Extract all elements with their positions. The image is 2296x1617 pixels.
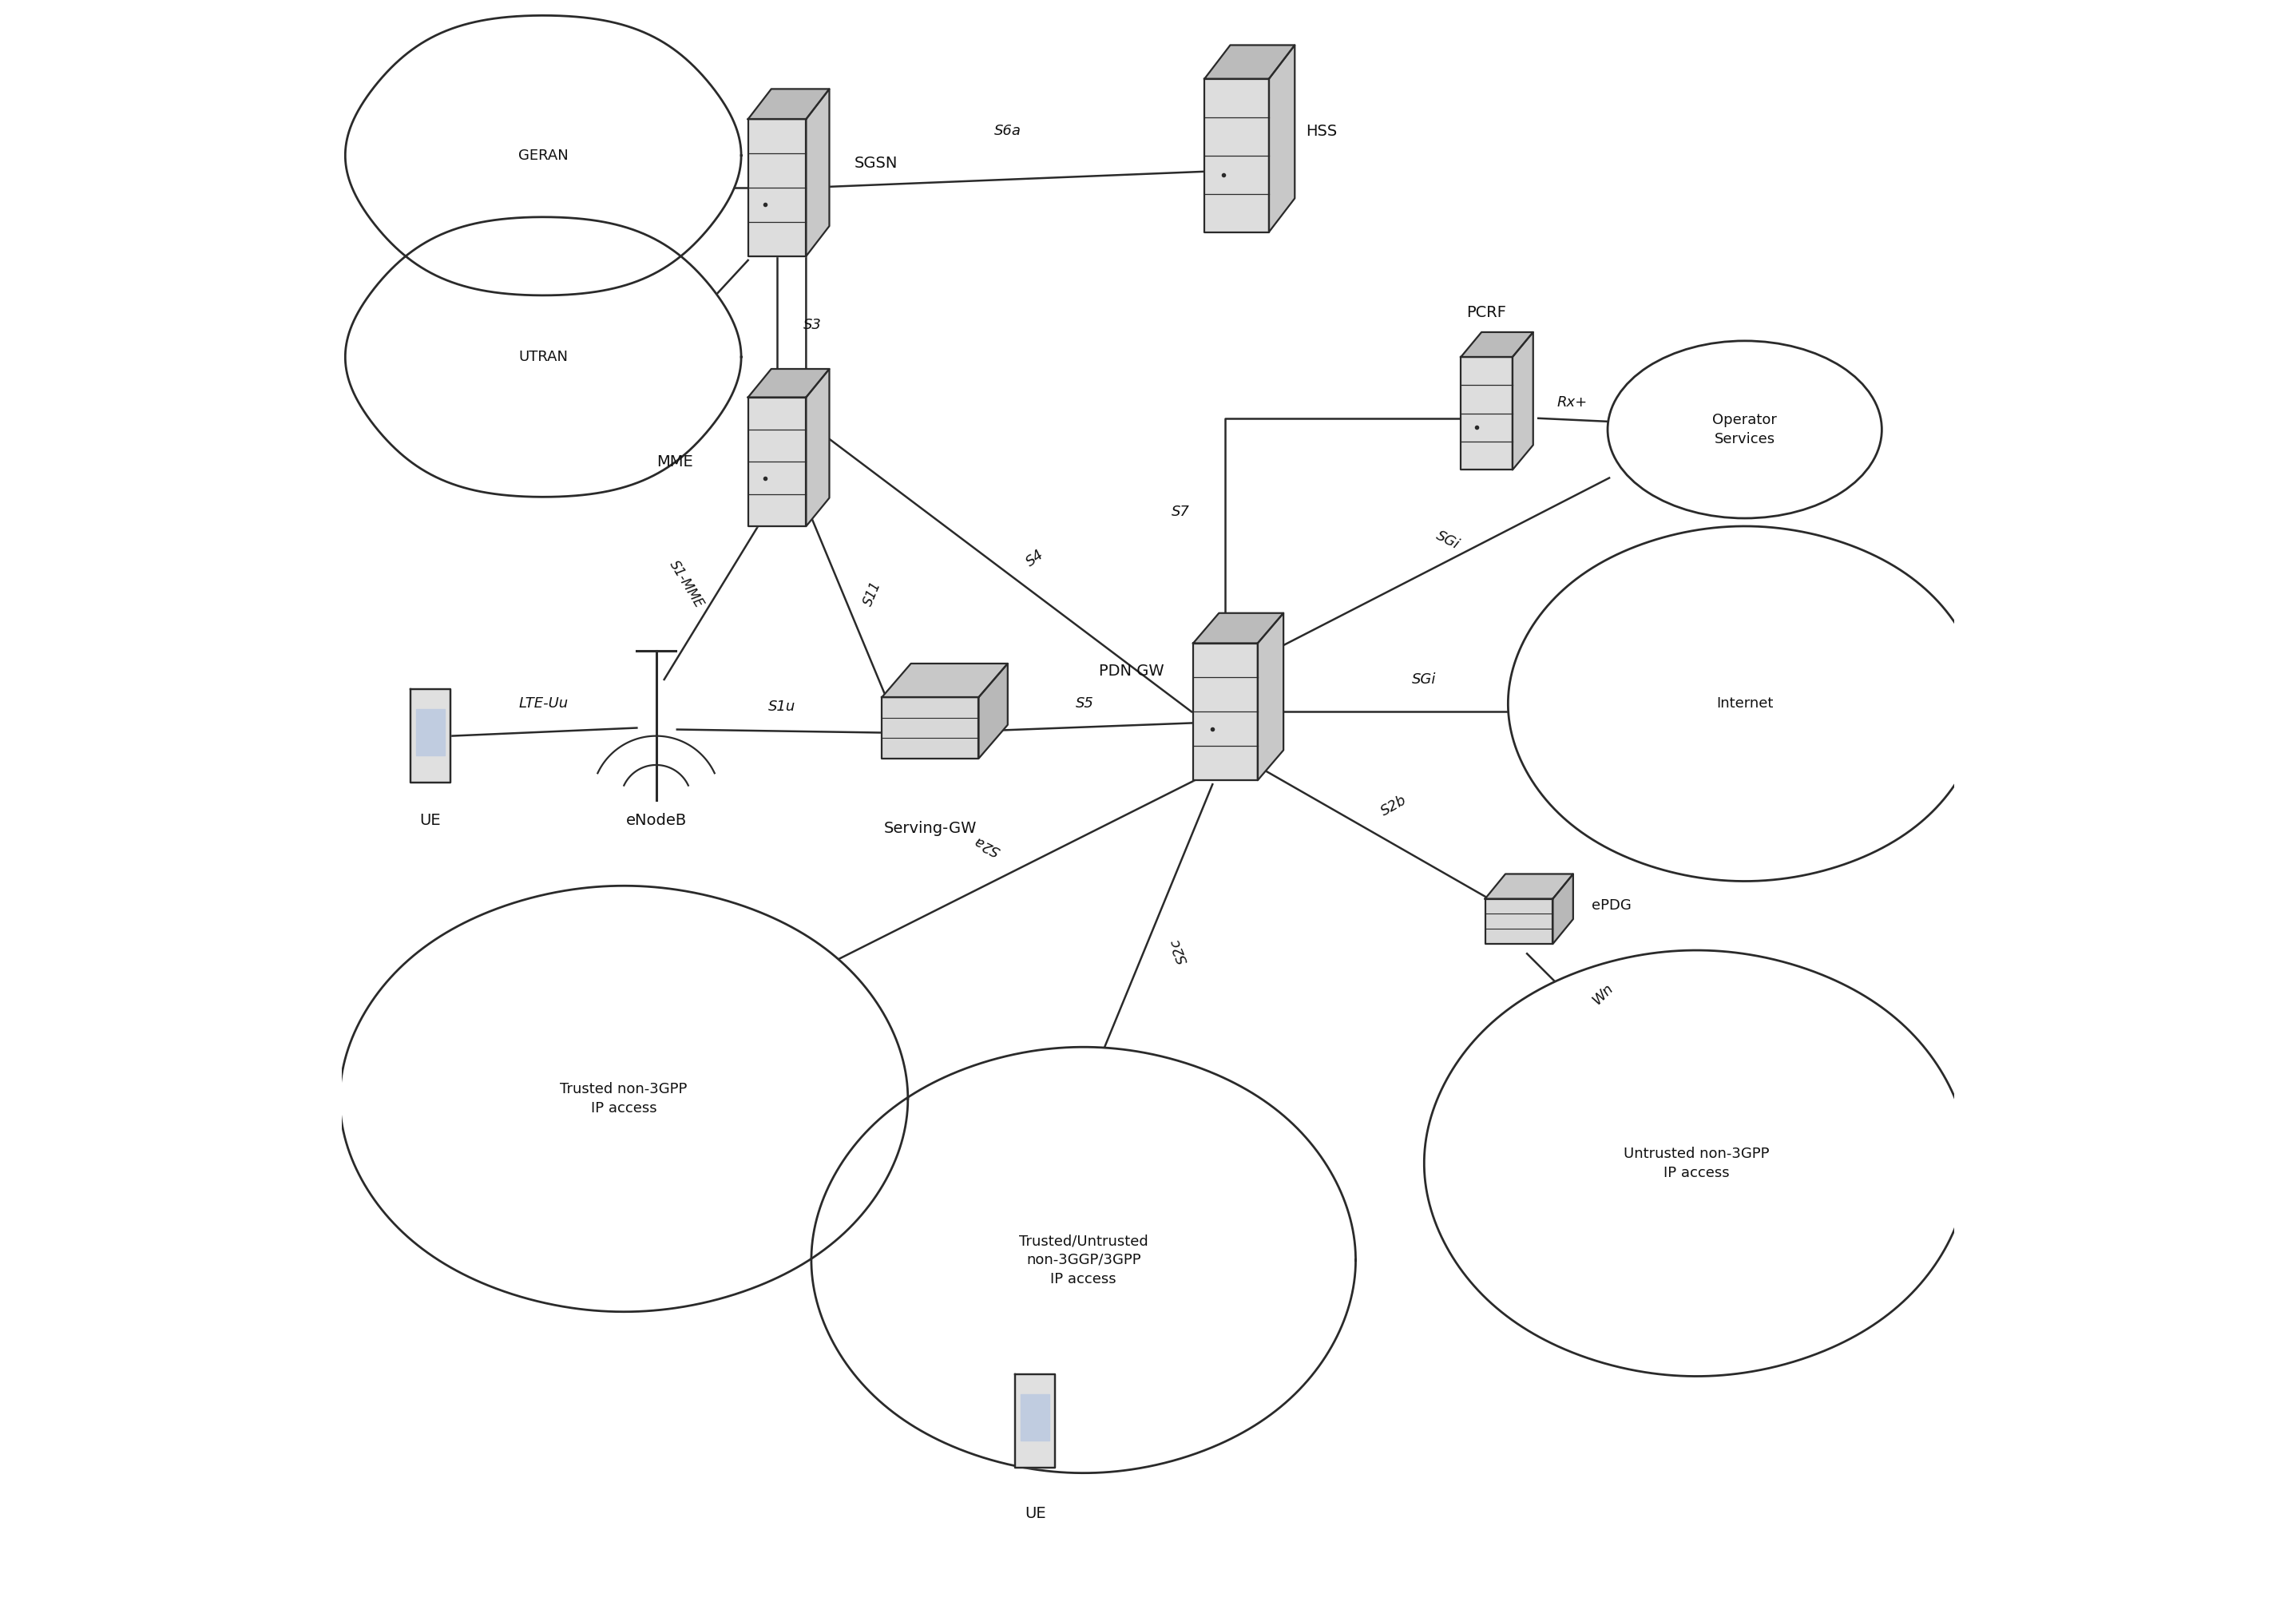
Text: S3: S3 bbox=[804, 317, 822, 331]
Text: S1-MME: S1-MME bbox=[666, 558, 707, 611]
Text: S2c: S2c bbox=[1169, 936, 1192, 965]
Text: S5: S5 bbox=[1077, 697, 1095, 711]
Polygon shape bbox=[748, 89, 829, 120]
Text: Internet: Internet bbox=[1715, 697, 1773, 711]
Text: SGi: SGi bbox=[1435, 529, 1463, 551]
Text: Untrusted non-3GPP
IP access: Untrusted non-3GPP IP access bbox=[1623, 1146, 1770, 1180]
Polygon shape bbox=[1486, 873, 1573, 899]
Text: S4: S4 bbox=[1024, 547, 1047, 569]
Polygon shape bbox=[1194, 613, 1283, 644]
Text: S2b: S2b bbox=[1378, 792, 1410, 820]
Text: MME: MME bbox=[657, 454, 693, 469]
Text: S7: S7 bbox=[1171, 505, 1189, 519]
Polygon shape bbox=[1258, 613, 1283, 781]
Polygon shape bbox=[344, 16, 742, 296]
Polygon shape bbox=[1424, 951, 1968, 1376]
Polygon shape bbox=[1460, 331, 1534, 357]
Polygon shape bbox=[1460, 357, 1513, 471]
Polygon shape bbox=[1194, 644, 1258, 781]
Text: eNodeB: eNodeB bbox=[627, 813, 687, 828]
Polygon shape bbox=[1205, 79, 1270, 231]
Text: UE: UE bbox=[1024, 1505, 1045, 1522]
Polygon shape bbox=[340, 886, 907, 1311]
Text: UTRAN: UTRAN bbox=[519, 349, 567, 364]
Text: S11: S11 bbox=[861, 579, 884, 608]
Text: SGi: SGi bbox=[1412, 673, 1435, 687]
Polygon shape bbox=[1015, 1374, 1056, 1468]
Text: HSS: HSS bbox=[1306, 123, 1336, 139]
Polygon shape bbox=[810, 1048, 1355, 1473]
Text: Wn: Wn bbox=[1589, 980, 1616, 1007]
Polygon shape bbox=[1552, 873, 1573, 944]
Text: LTE-Uu: LTE-Uu bbox=[519, 697, 567, 711]
Polygon shape bbox=[806, 369, 829, 526]
Text: Trusted non-3GPP
IP access: Trusted non-3GPP IP access bbox=[560, 1082, 687, 1116]
Text: Trusted/Untrusted
non-3GGP/3GPP
IP access: Trusted/Untrusted non-3GGP/3GPP IP acces… bbox=[1019, 1234, 1148, 1286]
Text: Operator
Services: Operator Services bbox=[1713, 412, 1777, 446]
Text: S2a: S2a bbox=[971, 833, 1003, 859]
Polygon shape bbox=[1486, 899, 1552, 944]
Text: PDN GW: PDN GW bbox=[1100, 665, 1164, 679]
Text: S1u: S1u bbox=[769, 700, 797, 715]
Text: GERAN: GERAN bbox=[519, 149, 569, 163]
Polygon shape bbox=[344, 217, 742, 496]
Polygon shape bbox=[1022, 1394, 1049, 1441]
Polygon shape bbox=[1270, 45, 1295, 231]
Polygon shape bbox=[1508, 526, 1981, 881]
Polygon shape bbox=[882, 697, 978, 758]
Text: ePDG: ePDG bbox=[1591, 897, 1630, 912]
Polygon shape bbox=[411, 689, 450, 783]
Text: Rx+: Rx+ bbox=[1557, 395, 1587, 409]
Polygon shape bbox=[1205, 45, 1295, 79]
Polygon shape bbox=[806, 89, 829, 255]
Text: SGSN: SGSN bbox=[854, 155, 898, 171]
Polygon shape bbox=[748, 398, 806, 526]
Ellipse shape bbox=[1607, 341, 1883, 517]
Polygon shape bbox=[882, 663, 1008, 697]
Text: PCRF: PCRF bbox=[1467, 304, 1506, 320]
Polygon shape bbox=[416, 708, 445, 755]
Polygon shape bbox=[978, 663, 1008, 758]
Polygon shape bbox=[748, 369, 829, 398]
Text: UE: UE bbox=[420, 813, 441, 828]
Text: Serving-GW: Serving-GW bbox=[884, 821, 976, 836]
Polygon shape bbox=[1513, 331, 1534, 471]
Polygon shape bbox=[748, 120, 806, 255]
Text: S6a: S6a bbox=[994, 125, 1022, 139]
